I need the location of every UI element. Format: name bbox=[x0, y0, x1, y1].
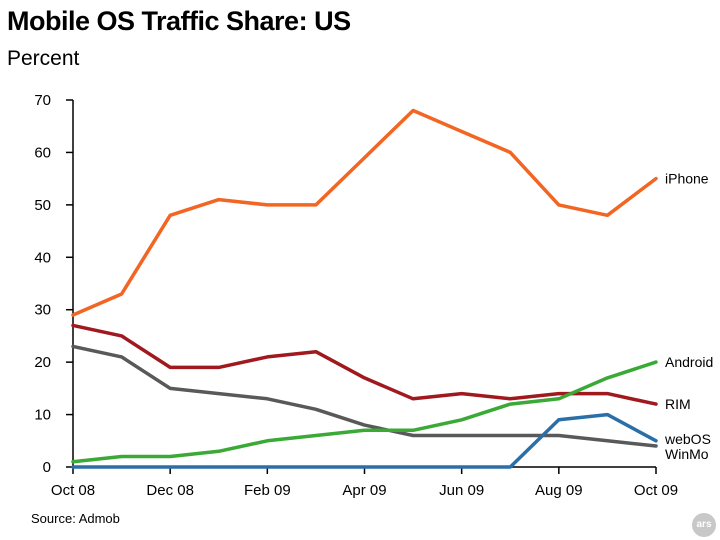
x-tick-label: Feb 09 bbox=[244, 482, 291, 499]
series-line-iphone bbox=[71, 108, 658, 317]
x-tick-label: Dec 08 bbox=[146, 482, 194, 499]
series-label-android: Android bbox=[665, 354, 713, 370]
series-label-rim: RIM bbox=[665, 396, 691, 412]
chart-axes: 0 10 20 30 40 50 60 70 Oct 08 Dec 08 Feb 09 Apr 09 J… bbox=[34, 92, 678, 499]
series-line-winmo bbox=[71, 344, 658, 448]
series-line-android bbox=[71, 360, 658, 464]
x-tick-label: Apr 09 bbox=[342, 482, 386, 499]
x-tick-label: Jun 09 bbox=[439, 482, 484, 499]
series-label-winmo: WinMo bbox=[665, 446, 709, 462]
series-label-iphone: iPhone bbox=[665, 171, 709, 187]
series-line-rim bbox=[71, 323, 658, 406]
series-line-webos bbox=[71, 412, 658, 469]
y-tick-label: 50 bbox=[34, 197, 51, 214]
series-labels: iPhone RIM WinMo Android webOS bbox=[664, 171, 713, 462]
ars-logo: ars bbox=[692, 513, 716, 537]
y-tick-label: 30 bbox=[34, 302, 51, 319]
y-tick-label: 70 bbox=[34, 92, 51, 109]
source-note: Source: Admob bbox=[31, 511, 120, 526]
x-tick-label: Oct 08 bbox=[51, 482, 95, 499]
series-lines bbox=[71, 108, 658, 469]
chart-subtitle: Percent bbox=[7, 47, 80, 70]
y-tick-label: 60 bbox=[34, 144, 51, 161]
series-label-webos: webOS bbox=[664, 431, 711, 447]
y-tick-label: 20 bbox=[34, 354, 51, 371]
y-tick-label: 10 bbox=[34, 407, 51, 424]
y-tick-label: 0 bbox=[43, 459, 51, 476]
y-tick-label: 40 bbox=[34, 249, 51, 266]
x-tick-label: Oct 09 bbox=[634, 482, 678, 499]
x-tick-label: Aug 09 bbox=[535, 482, 583, 499]
chart-title: Mobile OS Traffic Share: US bbox=[7, 6, 351, 36]
